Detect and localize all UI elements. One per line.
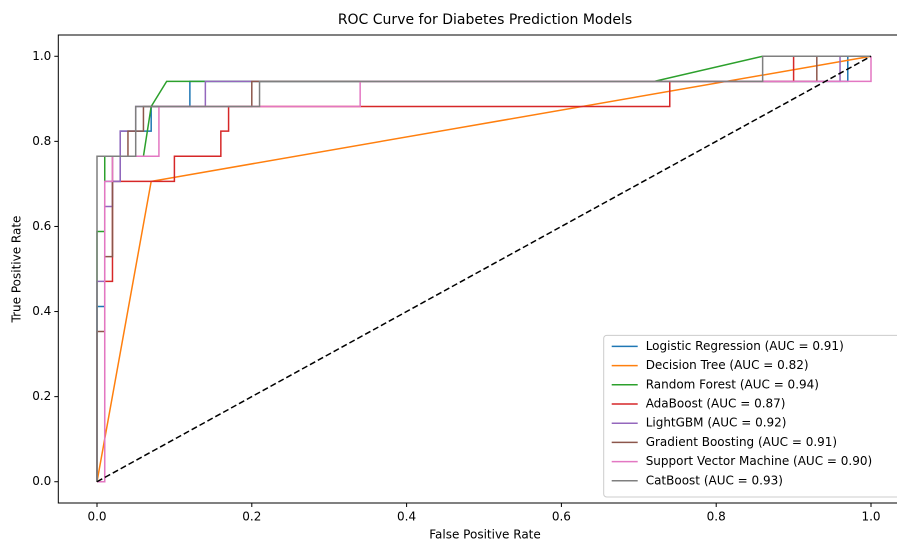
y-tick-label: 0.2 <box>32 389 51 403</box>
x-tick-label: 1.0 <box>861 510 880 524</box>
legend-label: Decision Tree (AUC = 0.82) <box>646 358 809 372</box>
legend-label: LightGBM (AUC = 0.92) <box>646 416 787 430</box>
legend-label: Logistic Regression (AUC = 0.91) <box>646 339 844 353</box>
x-tick-label: 0.6 <box>552 510 571 524</box>
plot-frame <box>57 34 897 504</box>
legend-label: AdaBoost (AUC = 0.87) <box>646 397 786 411</box>
y-axis-label: True Positive Rate <box>10 216 24 324</box>
legend-label: Random Forest (AUC = 0.94) <box>646 377 819 391</box>
plot-lines <box>96 55 872 483</box>
y-tick-label: 1.0 <box>32 49 51 63</box>
x-axis-label: False Positive Rate <box>429 528 541 542</box>
y-tick-label: 0.6 <box>32 219 51 233</box>
legend-label: Support Vector Machine (AUC = 0.90) <box>646 454 873 468</box>
x-tick-label: 0.4 <box>397 510 416 524</box>
y-tick-label: 0.4 <box>32 304 51 318</box>
chart-title: ROC Curve for Diabetes Prediction Models <box>338 12 632 28</box>
legend-label: CatBoost (AUC = 0.93) <box>646 473 783 487</box>
y-tick-label: 0.8 <box>32 134 51 148</box>
roc-line <box>96 55 871 482</box>
y-tick-label: 0.0 <box>32 474 51 488</box>
roc-line <box>96 55 871 482</box>
x-tick-label: 0.2 <box>242 510 261 524</box>
legend-box <box>603 334 897 498</box>
legend-label: Gradient Boosting (AUC = 0.91) <box>646 435 837 449</box>
reference-line <box>96 55 872 483</box>
x-tick-label: 0.8 <box>707 510 726 524</box>
x-tick-label: 0.0 <box>87 510 106 524</box>
